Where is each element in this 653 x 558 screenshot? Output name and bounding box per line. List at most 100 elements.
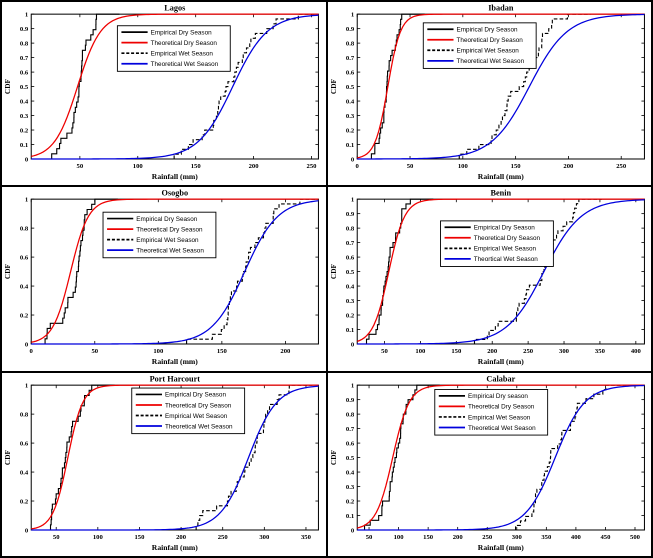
y-tick-label: 0 [350,527,354,534]
x-tick-label: 100 [415,348,426,355]
y-axis-label: CDF [4,79,12,95]
y-tick-label: 0.6 [345,255,354,262]
x-axis-label: Rainfall (mm) [477,358,523,367]
y-tick-label: 0 [25,342,29,349]
x-tick-label: 450 [600,534,611,541]
x-tick-label: 0 [30,348,34,355]
y-tick-label: 0.8 [20,411,29,418]
y-tick-label: 0.8 [345,226,354,233]
theoretical-line-dry [31,198,319,344]
panel-title: Osogbo [162,189,189,198]
y-tick-label: 0.4 [345,284,354,291]
y-tick-label: 0.6 [345,69,354,76]
empirical-line-wet [514,384,629,530]
y-tick-label: 0.7 [345,240,354,247]
plot-benin: 50 100 150 200 250 300 350 400 0 0.1 0.2 0.3 0.4 0.5 0… [330,189,645,367]
legend-label: Empirical Dry season [468,393,528,400]
cdf-panel-lagos: 50 100 150 200 250 0 0.1 0.2 0.3 0.4 0.5 0.6 0.7 0.8 0… [2,2,326,186]
legend-label: Empirical Dry Season [151,29,212,36]
x-tick-label: 100 [393,534,404,541]
x-tick-label: 150 [134,534,145,541]
legend-label: Theoretical Dry Season [151,40,218,47]
y-tick-label: 0.9 [345,26,354,33]
empirical-line-dry [49,384,115,530]
y-tick-label: 1 [350,11,353,18]
x-tick-label: 300 [511,534,522,541]
y-tick-label: 0.7 [20,55,29,62]
legend-label: Theoretical Dry Season [136,227,203,234]
x-tick-label: 250 [616,163,627,170]
x-tick-label: 500 [630,534,641,541]
y-tick-label: 0.4 [20,98,29,105]
y-tick-label: 0.4 [20,284,29,291]
empirical-line-dry [370,13,425,159]
x-axis-label: Rainfall (mm) [152,172,198,181]
y-tick-label: 0.5 [345,269,354,276]
theoretical-line-dry [356,13,644,159]
x-tick-label: 0 [355,163,359,170]
y-tick-label: 1 [25,197,28,204]
y-tick-label: 0.5 [20,84,29,91]
y-tick-label: 0.6 [20,69,29,76]
legend-label: Theortical Wet Season [473,257,538,264]
legend-box [439,220,554,268]
y-tick-label: 0.1 [345,142,353,149]
y-tick-label: 0.2 [345,313,354,320]
x-tick-label: 150 [217,348,228,355]
x-tick-label: 250 [523,348,534,355]
x-tick-label: 150 [510,163,521,170]
legend: Empirical Dry season Theoretical Dry Seas… [433,388,548,436]
y-axis-label: CDF [330,449,338,465]
legend-label: Empirical Dry Season [473,225,534,232]
legend-label: Empirical Wet Season [473,246,536,253]
x-tick-label: 150 [191,163,202,170]
y-tick-label: 0.8 [345,40,354,47]
theoretical-line-wet [31,385,319,531]
legend-label: Theoretical Wet Season [165,423,233,430]
cdf-panel-calabar: 50 100 150 200 250 300 350 400 450 500 0 0.1 0.2 0.3 0… [327,372,651,556]
theoretical-line-wet [31,200,319,345]
x-tick-label: 200 [452,534,463,541]
x-tick-label: 350 [301,534,312,541]
x-tick-label: 50 [406,163,413,170]
y-tick-label: 0.7 [345,55,354,62]
theoretical-line-dry [356,198,644,343]
y-tick-label: 0.2 [20,498,29,505]
y-tick-label: 0.3 [345,484,354,491]
x-tick-label: 400 [630,348,641,355]
theoretical-line-dry [31,13,319,158]
y-tick-label: 0.3 [345,113,354,120]
y-axis-label: CDF [330,79,338,95]
legend-label: Empirical Wet Season [165,412,228,419]
y-tick-label: 0.2 [20,127,29,134]
plot-port-harcourt: 50 100 150 200 250 300 350 0 0.2 0.4 0.6 0.8 1 Port H… [4,374,319,552]
legend-label: Empirical Wet Season [456,48,519,55]
theoretical-line-dry [356,384,644,529]
y-tick-label: 0.9 [20,26,29,33]
x-tick-label: 400 [570,534,581,541]
cdf-panel-port-harcourt: 50 100 150 200 250 300 350 0 0.2 0.4 0.6 0.8 1 Port H… [2,372,326,556]
legend-label: Theoretical Dry Season [473,235,540,242]
legend-label: Theoretical Dry Season [468,403,535,410]
legend: Empirical Dry Season Theoretical Dry Seas… [422,22,537,69]
y-tick-label: 0.2 [20,313,29,320]
x-axis-label: Rainfall (mm) [477,172,523,181]
x-tick-label: 350 [541,534,552,541]
x-tick-label: 150 [451,348,462,355]
y-tick-label: 0.3 [345,298,354,305]
x-tick-label: 100 [457,163,468,170]
tick-marks [356,384,644,531]
x-tick-label: 200 [176,534,187,541]
y-tick-label: 1 [350,382,353,389]
plot-lagos: 50 100 150 200 250 0 0.1 0.2 0.3 0.4 0.5 0.6 0.7 0.8 0… [4,4,319,181]
y-tick-label: 0.8 [20,226,29,233]
tick-marks [31,13,319,160]
plot-calabar: 50 100 150 200 250 300 350 400 450 500 0 0.1 0.2 0.3 0… [330,374,645,552]
theoretical-line-wet [356,199,644,345]
plot-osogbo: 0 50 100 150 200 0 0.2 0.4 0.6 0.8 1 Osogbo Rainfall… [4,189,319,367]
legend-label: Empirical Wet Season [151,51,214,58]
y-tick-label: 0.4 [345,469,354,476]
x-tick-label: 200 [487,348,498,355]
panel-title: Lagos [164,4,186,13]
legend-label: Theoretical Wet Season [456,58,524,65]
